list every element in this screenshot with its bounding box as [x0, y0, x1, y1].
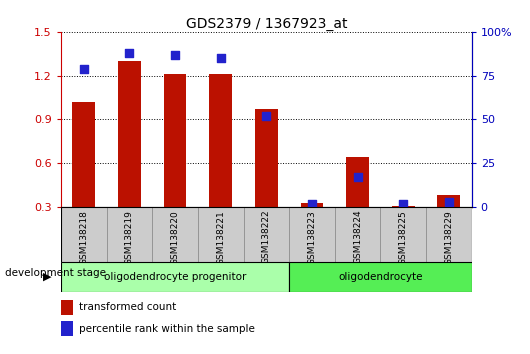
Text: GSM138218: GSM138218	[80, 210, 89, 265]
Bar	[107, 207, 152, 262]
Bar	[61, 321, 73, 336]
Point	[354, 175, 362, 180]
Bar	[209, 74, 232, 207]
Text: GSM138225: GSM138225	[399, 210, 408, 264]
Bar	[243, 207, 289, 262]
Bar	[437, 195, 460, 207]
Bar	[381, 207, 426, 262]
Text: percentile rank within the sample: percentile rank within the sample	[80, 324, 255, 334]
Bar	[289, 262, 472, 292]
Point	[308, 201, 316, 206]
Bar	[61, 262, 289, 292]
Text: ▶: ▶	[43, 272, 52, 282]
Bar	[152, 207, 198, 262]
Bar	[335, 207, 381, 262]
Text: development stage: development stage	[5, 268, 107, 279]
Text: GSM138229: GSM138229	[444, 210, 453, 264]
Text: GSM138221: GSM138221	[216, 210, 225, 264]
Bar	[61, 300, 73, 315]
Bar	[426, 207, 472, 262]
Text: oligodendrocyte: oligodendrocyte	[338, 272, 422, 282]
Text: oligodendrocyte progenitor: oligodendrocyte progenitor	[104, 272, 246, 282]
Bar	[61, 207, 107, 262]
Point	[125, 50, 134, 56]
Bar	[301, 203, 323, 207]
Bar	[118, 61, 141, 207]
Text: GSM138223: GSM138223	[307, 210, 316, 264]
Bar	[255, 109, 278, 207]
Text: GSM138219: GSM138219	[125, 210, 134, 265]
Point	[171, 52, 179, 57]
Title: GDS2379 / 1367923_at: GDS2379 / 1367923_at	[186, 17, 347, 31]
Text: GSM138224: GSM138224	[353, 210, 362, 264]
Point	[80, 66, 88, 72]
Text: GSM138220: GSM138220	[171, 210, 180, 264]
Text: GSM138222: GSM138222	[262, 210, 271, 264]
Point	[445, 199, 453, 205]
Text: transformed count: transformed count	[80, 302, 176, 313]
Bar	[289, 207, 335, 262]
Bar	[164, 74, 187, 207]
Point	[262, 113, 270, 119]
Point	[399, 201, 408, 206]
Point	[216, 55, 225, 61]
Bar	[198, 207, 243, 262]
Bar	[73, 102, 95, 207]
Bar	[392, 206, 414, 207]
Bar	[346, 158, 369, 207]
